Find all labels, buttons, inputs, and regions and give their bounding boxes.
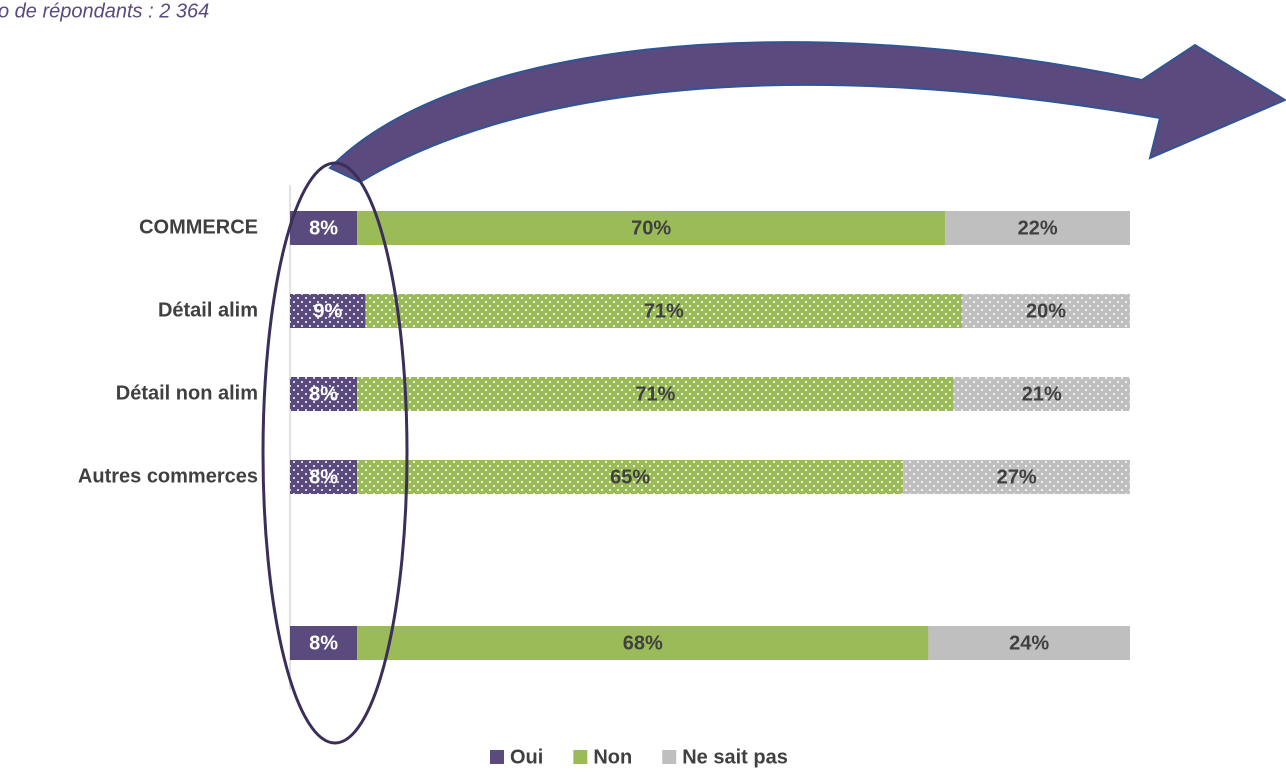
value-label: 21%: [1022, 383, 1062, 405]
subtitle: o de répondants : 2 364: [0, 0, 209, 22]
highlight-ellipse: [261, 161, 409, 745]
bar-segment: [357, 211, 946, 245]
legend-swatch: [573, 750, 588, 764]
category-label: COMMERCE: [139, 216, 258, 238]
bar-pattern: [357, 377, 954, 411]
value-label: 71%: [644, 300, 684, 322]
value-label: 8%: [309, 632, 338, 654]
category-label: Autres commerces: [78, 465, 258, 487]
value-label: 27%: [997, 466, 1037, 488]
bar-pattern: [357, 460, 904, 494]
value-label: 70%: [631, 217, 671, 239]
legend-swatch: [490, 750, 504, 764]
value-label: 24%: [1009, 632, 1049, 654]
bar-segment: [290, 626, 358, 660]
value-label: 65%: [610, 466, 650, 488]
bar-pattern: [962, 294, 1130, 328]
bar-pattern: [290, 460, 358, 494]
value-label: 8%: [309, 217, 338, 239]
category-label: Détail alim: [158, 299, 258, 321]
value-label: 20%: [1026, 300, 1066, 322]
bar-pattern: [290, 377, 358, 411]
bar-segment: [928, 626, 1130, 660]
bar-pattern: [953, 377, 1130, 411]
legend-label: Non: [593, 746, 632, 768]
value-label: 9%: [313, 300, 342, 322]
value-label: 68%: [623, 632, 663, 654]
value-label: 22%: [1018, 217, 1058, 239]
arrow: [328, 41, 1286, 184]
legend-label: Oui: [510, 746, 543, 768]
legend-label: Ne sait pas: [682, 746, 788, 768]
value-label: 8%: [309, 383, 338, 405]
bar-pattern: [365, 294, 963, 328]
value-label: 8%: [309, 466, 338, 488]
bar-segment: [945, 211, 1130, 245]
bar-segment: [357, 626, 929, 660]
value-label: 71%: [635, 383, 675, 405]
category-label: Détail non alim: [116, 382, 258, 404]
bar-pattern: [290, 294, 366, 328]
bar-segment: [290, 211, 358, 245]
bar-pattern: [903, 460, 1130, 494]
legend-swatch: [662, 750, 677, 764]
